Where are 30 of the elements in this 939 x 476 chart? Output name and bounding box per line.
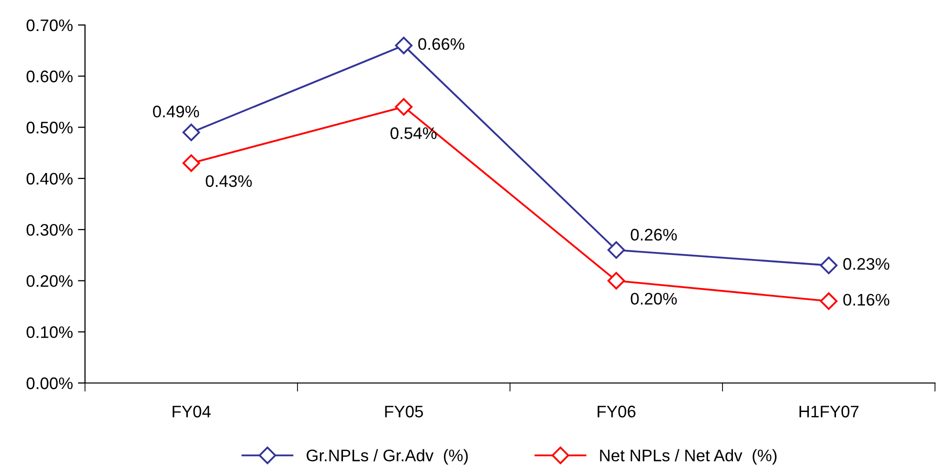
- y-tick-label: 0.10%: [26, 326, 73, 338]
- point: [182, 154, 200, 172]
- y-tick-label: 0.30%: [26, 224, 73, 236]
- data-label: 0.26%: [630, 228, 677, 241]
- y-tick-label: 0.50%: [26, 122, 73, 134]
- x-tick-label: FY05: [385, 406, 423, 418]
- y-tick-label: 0.20%: [26, 275, 73, 287]
- data-label: 0.20%: [630, 292, 677, 305]
- y-tick-label: 0.40%: [26, 172, 73, 185]
- point: [394, 98, 413, 116]
- point: [394, 36, 413, 54]
- legend-label: Gr.NPLs / Gr.Adv (%): [306, 449, 468, 465]
- point: [607, 272, 626, 290]
- data-label: 0.54%: [390, 127, 437, 140]
- x-tick-label: FY04: [172, 406, 211, 418]
- point: [182, 124, 200, 142]
- y-tick-label: 0.70%: [26, 19, 73, 32]
- data-label: 0.16%: [843, 294, 890, 306]
- point: [607, 241, 626, 259]
- y-tick-label: 0.00%: [26, 377, 73, 390]
- x-tick-label: FY06: [598, 406, 636, 418]
- data-label: 0.23%: [843, 258, 890, 270]
- legend-label: Net NPLs / Net Adv (%): [600, 449, 777, 465]
- x-tick-label: H1FY07: [800, 406, 858, 418]
- y-tick-label: 0.60%: [26, 70, 73, 82]
- point: [820, 292, 838, 310]
- point: [820, 256, 838, 274]
- data-label: 0.49%: [153, 106, 200, 118]
- data-label: 0.43%: [206, 175, 252, 188]
- data-label: 0.66%: [418, 38, 464, 50]
